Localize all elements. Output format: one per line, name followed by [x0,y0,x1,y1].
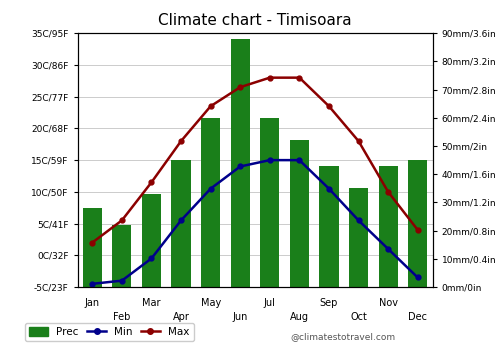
Text: Oct: Oct [350,312,367,322]
Bar [349,188,368,287]
Text: Jan: Jan [84,298,100,308]
Text: Jul: Jul [264,298,276,308]
Text: Aug: Aug [290,312,309,322]
Bar [378,166,398,287]
Text: Sep: Sep [320,298,338,308]
Bar [112,225,132,287]
Bar [172,160,190,287]
Text: Apr: Apr [172,312,190,322]
Bar [260,118,280,287]
Text: Feb: Feb [113,312,130,322]
Text: Jun: Jun [232,312,248,322]
Bar [201,118,220,287]
Bar [142,194,161,287]
Text: Nov: Nov [378,298,398,308]
Bar [408,160,428,287]
Bar [82,208,102,287]
Text: May: May [200,298,221,308]
Bar [230,39,250,287]
Legend: Prec, Min, Max: Prec, Min, Max [25,323,194,341]
Text: @climatestotravel.com: @climatestotravel.com [290,332,395,341]
Bar [290,140,309,287]
Title: Climate chart - Timisoara: Climate chart - Timisoara [158,13,352,28]
Text: Dec: Dec [408,312,427,322]
Bar [320,166,338,287]
Text: Mar: Mar [142,298,161,308]
